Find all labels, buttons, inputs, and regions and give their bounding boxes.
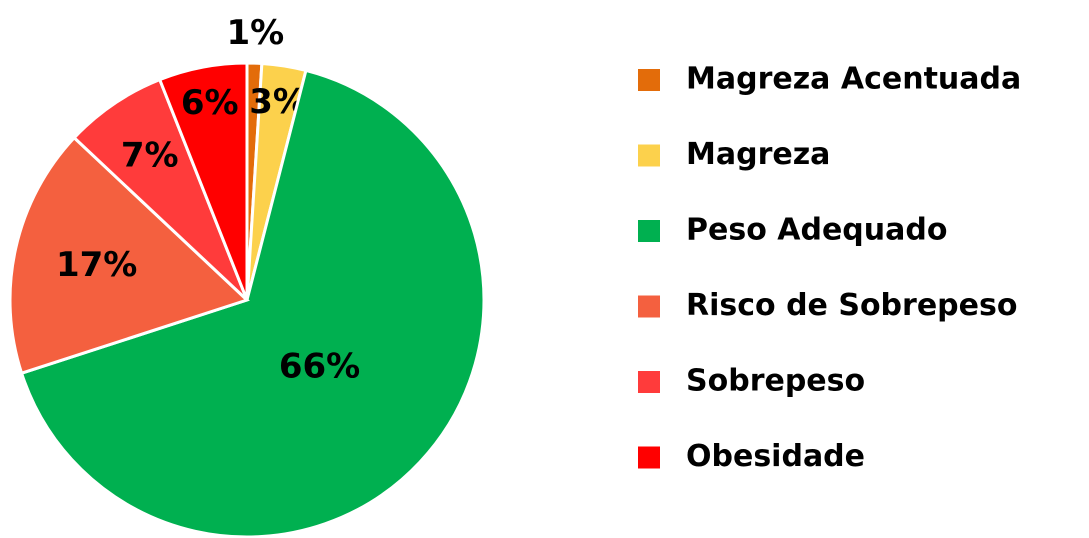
legend-label: Magreza: [686, 137, 830, 172]
legend-swatch: [638, 220, 660, 242]
legend-label: Magreza Acentuada: [686, 62, 1021, 97]
data-label: 1%: [226, 13, 284, 53]
data-label: 7%: [121, 135, 179, 175]
pie-slice: [19, 68, 486, 538]
legend-swatch: [638, 144, 660, 167]
legend-swatch: [638, 446, 660, 469]
pie-slice: [72, 77, 249, 302]
data-label: 6%: [181, 83, 239, 123]
legend-label: Risco de Sobrepeso: [686, 288, 1017, 323]
legend-label: Sobrepeso: [686, 364, 865, 399]
legend-swatch: [638, 295, 660, 318]
legend-label: Peso Adequado: [686, 213, 947, 248]
legend-swatch: [638, 371, 660, 393]
pie-slice: [157, 61, 249, 301]
legend-label: Obesidade: [686, 439, 865, 474]
data-label: 17%: [56, 245, 137, 285]
legend-swatch: [638, 69, 660, 91]
pie-slice: [8, 135, 250, 376]
data-label: 66%: [279, 347, 360, 387]
